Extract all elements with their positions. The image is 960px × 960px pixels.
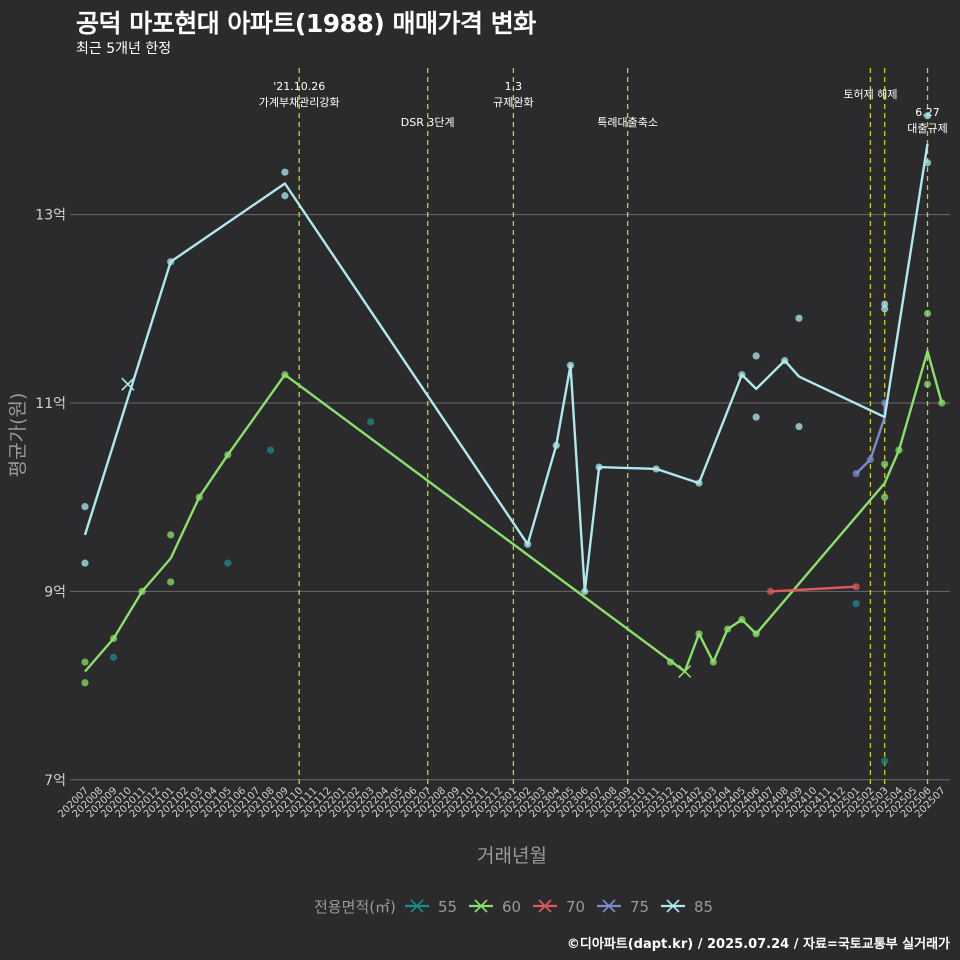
series-layer <box>81 112 946 765</box>
data-point <box>852 600 860 608</box>
data-point <box>281 192 289 200</box>
series-60 <box>81 309 946 687</box>
legend-title: 전용면적(㎡) <box>314 898 396 916</box>
event-annotation: 규제완화 <box>493 96 533 109</box>
data-point <box>881 305 889 313</box>
data-point <box>881 493 889 501</box>
y-tick-label: 9억 <box>44 584 66 600</box>
y-tick-label: 7억 <box>44 773 66 789</box>
legend-label: 60 <box>502 898 521 916</box>
source-credit: ©디아파트(dapt.kr) / 2025.07.24 / 자료=국토교통부 실… <box>566 937 950 952</box>
legend-item-85: 85 <box>661 898 713 916</box>
legend-label: 70 <box>566 898 585 916</box>
y-axis-ticks: 7억 9억 11억 13억 <box>35 208 66 789</box>
data-point <box>881 757 889 765</box>
legend-item-70: 70 <box>533 898 585 916</box>
series-line <box>83 143 929 593</box>
data-point <box>81 658 89 666</box>
x-axis-title: 거래년월 <box>477 845 547 867</box>
series-55 <box>109 418 889 765</box>
event-annotation: 가계부채관리강화 <box>259 96 340 109</box>
data-point <box>923 112 932 120</box>
x-axis-ticks: 2020072020082020092020102020112020122021… <box>56 785 948 820</box>
legend-item-55: 55 <box>405 898 457 916</box>
data-point <box>224 559 232 567</box>
data-point <box>167 578 175 586</box>
legend-label: 55 <box>438 898 457 916</box>
data-point <box>81 679 89 687</box>
data-point <box>81 503 89 511</box>
data-point <box>752 352 760 360</box>
series-line <box>84 350 943 673</box>
series-line <box>770 585 857 593</box>
legend-swatch-cross <box>666 899 680 913</box>
data-point <box>852 583 860 591</box>
data-point <box>923 380 932 388</box>
data-point <box>752 413 760 421</box>
y-tick-label: 11억 <box>35 396 66 412</box>
cross-marker <box>121 377 135 391</box>
data-point <box>881 460 889 468</box>
data-point <box>795 314 803 322</box>
legend-label: 85 <box>694 898 713 916</box>
data-point <box>267 446 275 454</box>
data-point <box>167 531 175 539</box>
legend-swatch-cross <box>474 899 488 913</box>
data-point <box>938 399 946 407</box>
gridlines <box>70 214 950 781</box>
series-70 <box>766 583 860 596</box>
legend-swatch-cross <box>538 899 552 913</box>
data-point <box>923 309 932 318</box>
event-annotation: DSR 3단계 <box>401 116 455 129</box>
data-point <box>367 418 375 426</box>
data-point <box>81 559 89 567</box>
event-annotation: 1.3 <box>505 80 523 93</box>
legend-item-75: 75 <box>597 898 649 916</box>
legend: 전용면적(㎡) 55 60 70 75 85 <box>314 898 713 916</box>
chart-subtitle: 최근 5개년 한정 <box>76 41 172 57</box>
legend-swatch-cross <box>410 899 424 913</box>
y-tick-label: 13억 <box>35 208 66 224</box>
event-annotation: 특례대출축소 <box>597 116 658 129</box>
legend-swatch-cross <box>602 899 616 913</box>
legend-item-60: 60 <box>469 898 521 916</box>
event-annotation: 대출규제 <box>907 122 947 135</box>
data-point <box>795 422 803 431</box>
data-point <box>281 168 289 176</box>
event-annotation: 토허제 해제 <box>843 87 897 101</box>
cross-marker <box>678 664 692 679</box>
legend-label: 75 <box>630 898 649 916</box>
y-axis-title: 평균가(원) <box>7 393 29 478</box>
chart-title: 공덕 마포현대 아파트(1988) 매매가격 변화 <box>76 9 536 38</box>
data-point <box>109 653 118 661</box>
event-annotation: '21.10.26 <box>273 80 325 93</box>
series-85 <box>81 112 932 596</box>
